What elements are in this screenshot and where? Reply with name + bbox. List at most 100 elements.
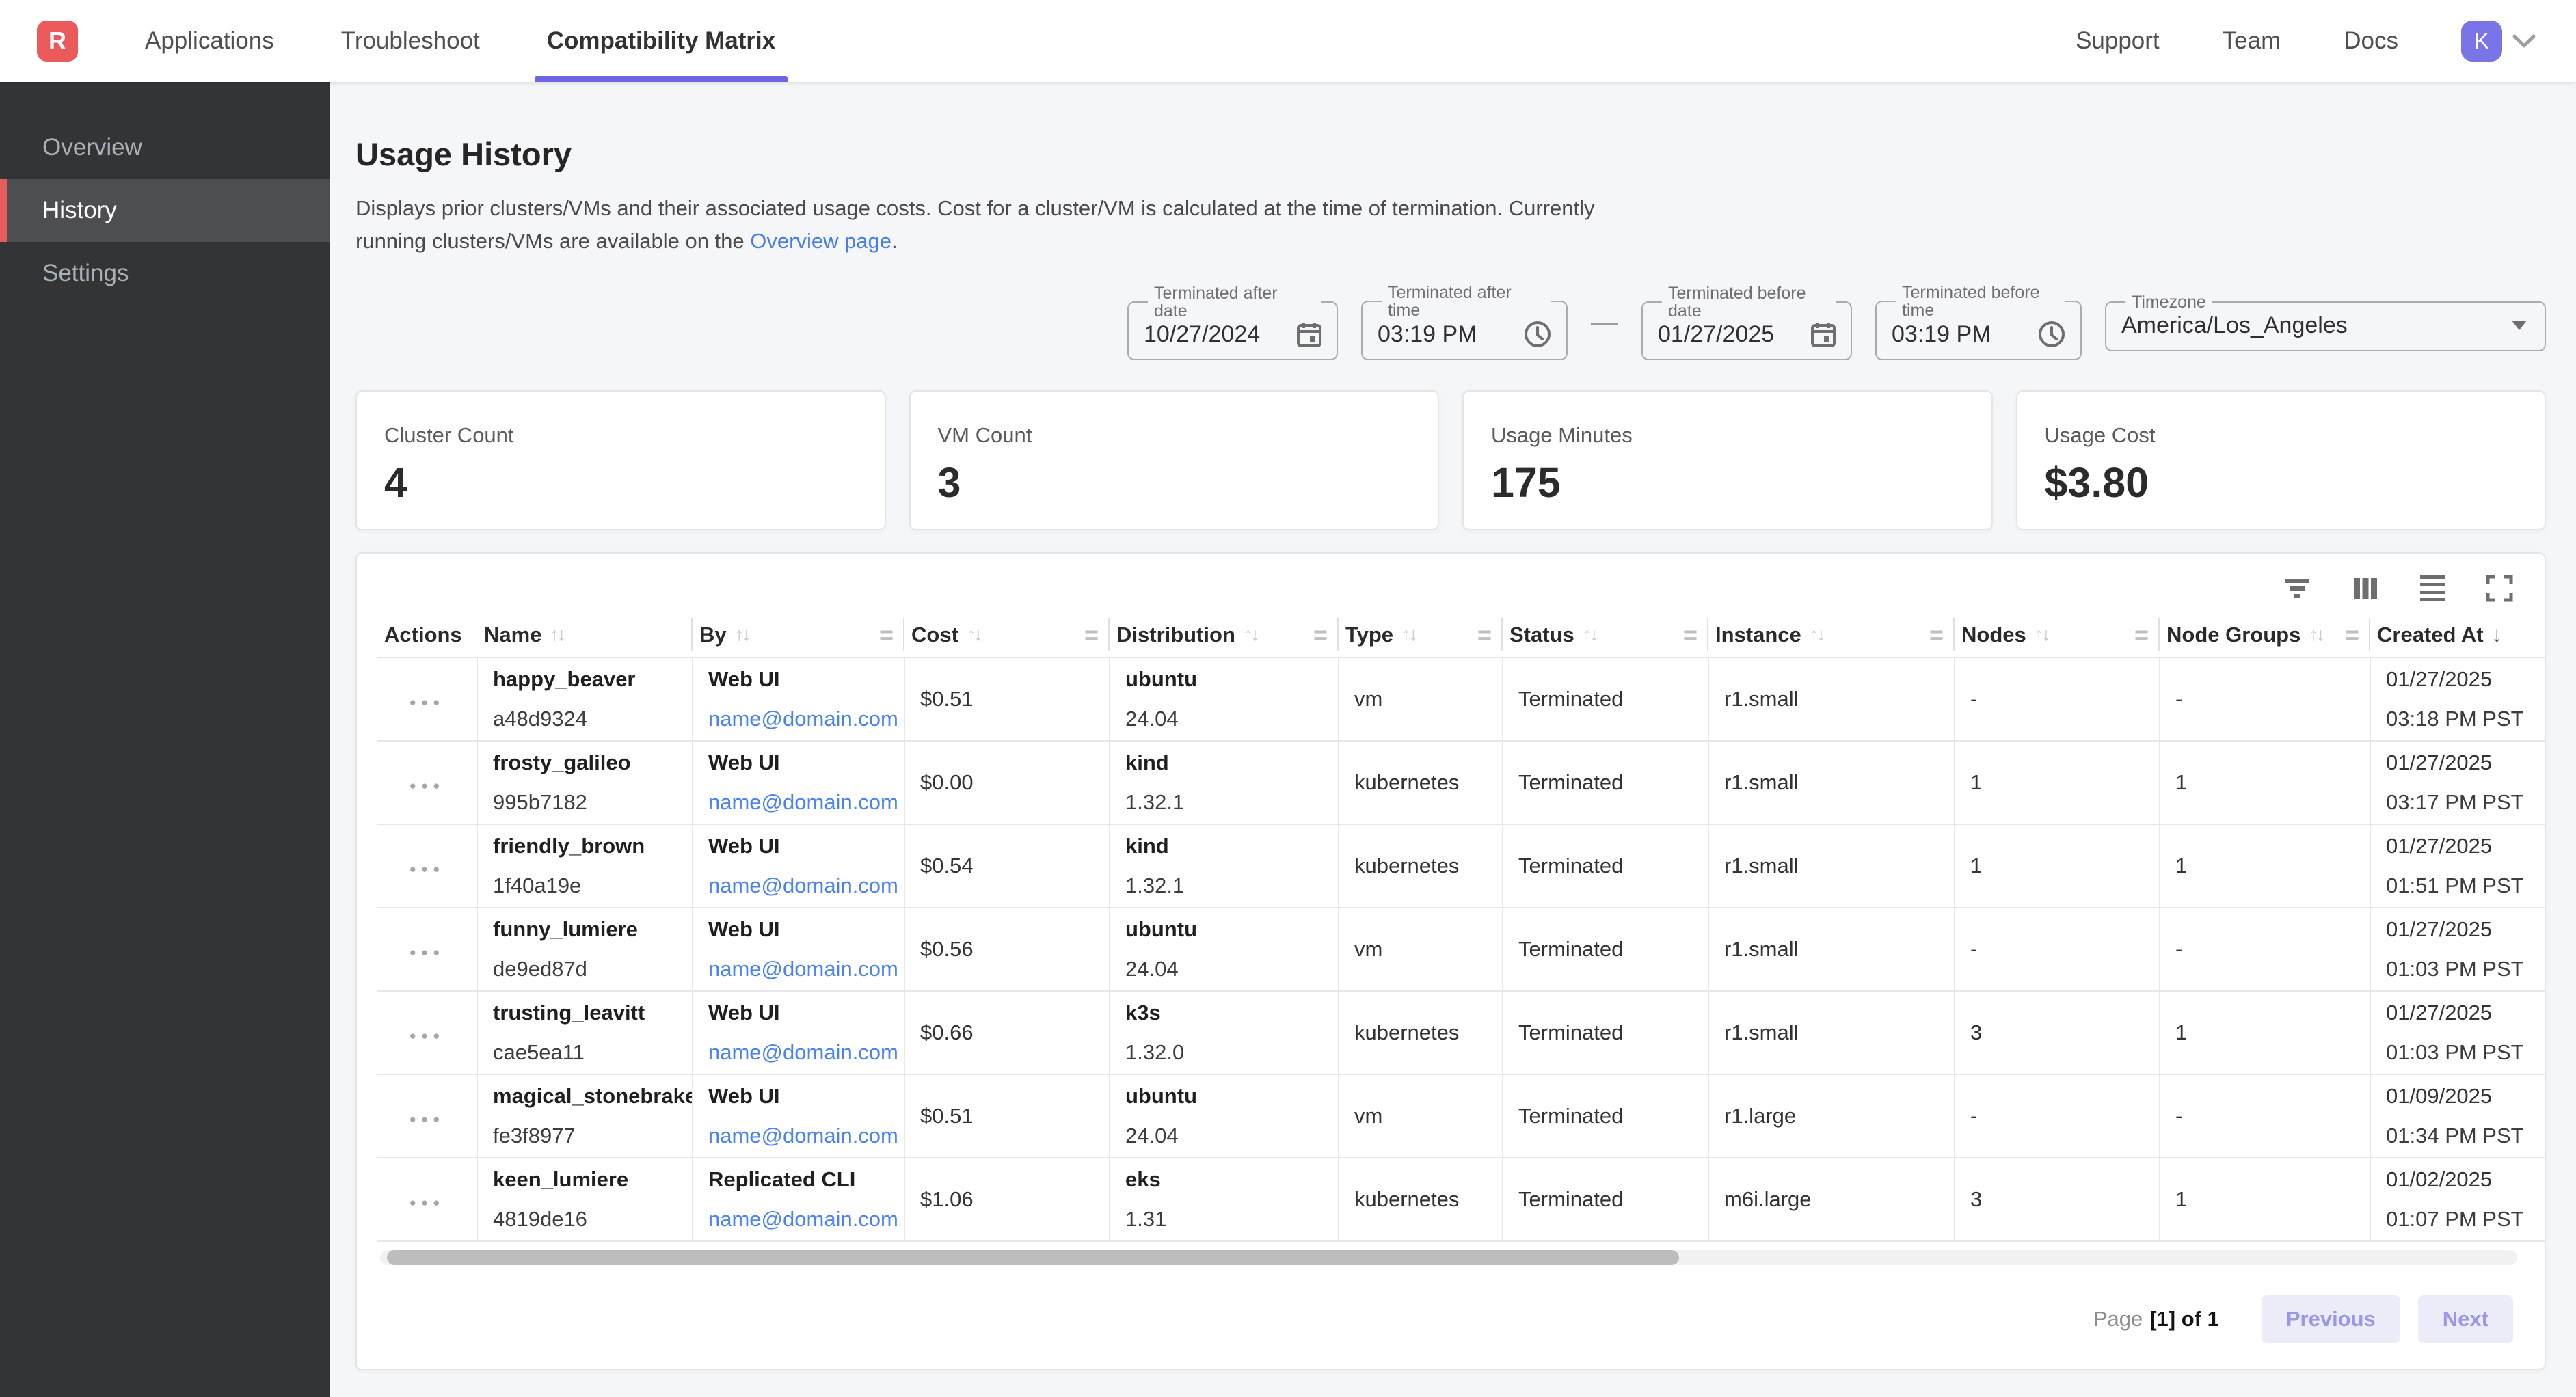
- created-by-email[interactable]: name@domain.com: [708, 873, 898, 897]
- type-cell: kubernetes: [1339, 741, 1503, 825]
- column-header-cost[interactable]: Cost ↑↓ =: [904, 612, 1110, 658]
- distribution-cell: kind 1.32.1: [1110, 741, 1339, 825]
- row-actions-button[interactable]: ●●●: [409, 863, 445, 876]
- created-time: 01:03 PM PST: [2386, 1040, 2524, 1064]
- timezone-select[interactable]: Timezone America/Los_Angeles: [2105, 293, 2546, 351]
- filter-icon[interactable]: [2282, 575, 2312, 602]
- tab-compatibility-matrix[interactable]: Compatibility Matrix: [534, 0, 788, 82]
- sort-icon[interactable]: ↑↓: [966, 624, 983, 645]
- sort-icon[interactable]: ↑↓: [1809, 624, 1826, 645]
- previous-page-button[interactable]: Previous: [2261, 1295, 2400, 1343]
- column-header-nodes[interactable]: Nodes ↑↓ =: [1955, 612, 2160, 658]
- clock-icon[interactable]: [2038, 321, 2065, 348]
- type-cell: vm: [1339, 1074, 1503, 1158]
- sort-icon[interactable]: ↑↓: [550, 624, 566, 645]
- clock-icon[interactable]: [1524, 321, 1551, 348]
- calendar-icon[interactable]: [1811, 321, 1836, 347]
- nav-link-docs[interactable]: Docs: [2344, 27, 2398, 54]
- distribution-cell: eks 1.31: [1110, 1158, 1339, 1242]
- created-date: 01/02/2025: [2386, 1167, 2493, 1191]
- column-header-node-groups[interactable]: Node Groups ↑↓ =: [2160, 612, 2370, 658]
- created-by-email[interactable]: name@domain.com: [708, 707, 898, 731]
- column-resize-handle-icon[interactable]: =: [1929, 620, 1944, 649]
- node-groups-cell: 1: [2160, 1158, 2371, 1242]
- chevron-down-icon[interactable]: [2512, 33, 2536, 49]
- terminated-after-time-field[interactable]: Terminated after time 03:19 PM: [1361, 284, 1568, 360]
- sort-desc-icon[interactable]: ↓: [2491, 622, 2503, 647]
- created-by-email[interactable]: name@domain.com: [708, 957, 898, 981]
- row-actions-button[interactable]: ●●●: [409, 1196, 445, 1209]
- sidebar-item-overview[interactable]: Overview: [42, 134, 142, 161]
- sidebar-item-settings[interactable]: Settings: [42, 260, 129, 286]
- horizontal-scrollbar-track[interactable]: [380, 1250, 2517, 1265]
- created-by-email[interactable]: name@domain.com: [708, 790, 898, 814]
- tab-applications[interactable]: Applications: [145, 27, 274, 54]
- cost-cell: $0.56: [904, 908, 1110, 992]
- cluster-name: funny_lumiere: [493, 917, 638, 941]
- row-actions-button[interactable]: ●●●: [409, 1113, 445, 1126]
- column-header-type[interactable]: Type ↑↓ =: [1339, 612, 1503, 658]
- created-by-email[interactable]: name@domain.com: [708, 1040, 898, 1064]
- calendar-icon[interactable]: [1297, 321, 1321, 347]
- sidebar-item-history[interactable]: History: [0, 179, 330, 242]
- created-by-source: Replicated CLI: [708, 1167, 856, 1191]
- column-resize-handle-icon[interactable]: =: [2344, 620, 2359, 649]
- horizontal-scrollbar-thumb[interactable]: [387, 1250, 1679, 1265]
- terminated-after-time-value[interactable]: 03:19 PM: [1378, 321, 1477, 347]
- column-header-created-at[interactable]: Created At ↓: [2370, 612, 2545, 658]
- column-header-instance[interactable]: Instance ↑↓ =: [1708, 612, 1955, 658]
- fullscreen-icon[interactable]: [2486, 575, 2513, 602]
- column-resize-handle-icon[interactable]: =: [1682, 620, 1698, 649]
- terminated-before-time-value[interactable]: 03:19 PM: [1892, 321, 1991, 347]
- stat-card-vm-count: VM Count 3: [909, 390, 1439, 530]
- sort-icon[interactable]: ↑↓: [1243, 624, 1260, 645]
- column-header-by[interactable]: By ↑↓ =: [693, 612, 904, 658]
- stat-card-usage-cost: Usage Cost $3.80: [2015, 390, 2546, 530]
- sort-icon[interactable]: ↑↓: [1582, 624, 1599, 645]
- next-page-button[interactable]: Next: [2417, 1295, 2513, 1343]
- description-text: Displays prior clusters/VMs and their as…: [355, 196, 1595, 253]
- column-resize-handle-icon[interactable]: =: [1477, 620, 1492, 649]
- terminated-before-date-field[interactable]: Terminated before date 01/27/2025: [1641, 284, 1852, 360]
- created-by-email[interactable]: name@domain.com: [708, 1124, 898, 1148]
- row-actions-button[interactable]: ●●●: [409, 946, 445, 959]
- by-cell: Web UI name@domain.com: [693, 741, 905, 825]
- created-by-email[interactable]: name@domain.com: [708, 1207, 898, 1231]
- column-header-status[interactable]: Status ↑↓ =: [1503, 612, 1708, 658]
- column-resize-handle-icon[interactable]: =: [878, 620, 894, 649]
- dropdown-arrow-icon[interactable]: [2512, 321, 2527, 330]
- created-by-source: Web UI: [708, 1001, 780, 1025]
- terminated-before-time-field[interactable]: Terminated before time 03:19 PM: [1875, 284, 2082, 360]
- timezone-value[interactable]: America/Los_Angeles: [2121, 312, 2348, 338]
- row-actions-button[interactable]: ●●●: [409, 779, 445, 792]
- nav-link-support[interactable]: Support: [2076, 27, 2160, 54]
- cluster-id: 4819de16: [493, 1207, 587, 1231]
- column-header-distribution[interactable]: Distribution ↑↓ =: [1110, 612, 1339, 658]
- replicated-logo[interactable]: R: [37, 21, 78, 62]
- column-resize-handle-icon[interactable]: =: [1313, 620, 1328, 649]
- nav-link-team[interactable]: Team: [2222, 27, 2281, 54]
- terminated-after-date-value[interactable]: 10/27/2024: [1144, 321, 1261, 347]
- type-cell: kubernetes: [1339, 824, 1503, 908]
- terminated-before-date-value[interactable]: 01/27/2025: [1658, 321, 1775, 347]
- sort-icon[interactable]: ↑↓: [2309, 624, 2325, 645]
- column-header-name[interactable]: Name ↑↓: [477, 612, 693, 658]
- column-label: Created At: [2377, 622, 2484, 647]
- column-resize-handle-icon[interactable]: =: [1084, 620, 1099, 649]
- column-resize-handle-icon[interactable]: =: [2134, 620, 2149, 649]
- density-icon[interactable]: [2419, 574, 2446, 603]
- actions-cell: ●●●: [377, 908, 478, 992]
- sort-icon[interactable]: ↑↓: [1401, 624, 1418, 645]
- column-header-actions: Actions: [377, 612, 477, 658]
- terminated-after-date-field[interactable]: Terminated after date 10/27/2024: [1127, 284, 1338, 360]
- sort-icon[interactable]: ↑↓: [2034, 624, 2051, 645]
- columns-icon[interactable]: [2352, 575, 2379, 602]
- user-avatar[interactable]: K: [2461, 21, 2502, 62]
- row-actions-button[interactable]: ●●●: [409, 696, 445, 709]
- row-actions-button[interactable]: ●●●: [409, 1029, 445, 1042]
- table-row: ●●● magical_stonebraker fe3f8977 Web UI name…: [377, 1074, 2545, 1158]
- overview-page-link[interactable]: Overview page: [750, 229, 892, 253]
- sort-icon[interactable]: ↑↓: [734, 624, 751, 645]
- type-cell: kubernetes: [1339, 1158, 1503, 1242]
- tab-troubleshoot[interactable]: Troubleshoot: [340, 27, 480, 54]
